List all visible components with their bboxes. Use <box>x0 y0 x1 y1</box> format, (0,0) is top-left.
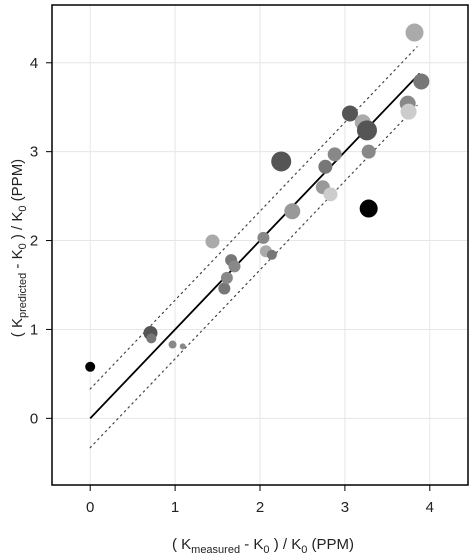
x-axis-label-close: ) / K <box>270 536 302 553</box>
data-point <box>284 203 301 220</box>
data-point <box>341 105 358 122</box>
y-tick-label: 4 <box>30 55 38 72</box>
band-line <box>89 104 418 449</box>
y-axis-label-sub0: 0 <box>17 243 29 249</box>
x-axis-label-unit: (PPM) <box>307 536 354 553</box>
data-point <box>179 343 186 350</box>
data-point <box>228 260 241 273</box>
data-point <box>400 103 417 120</box>
x-tick-label: 4 <box>426 499 434 516</box>
y-axis-label-mid: - K <box>9 249 26 272</box>
data-point <box>271 151 292 172</box>
data-point <box>85 361 96 372</box>
y-axis-label-close: ) / K <box>9 212 26 244</box>
data-point <box>168 340 177 349</box>
y-axis-ticks: 0 1 2 3 4 <box>30 55 52 427</box>
x-tick-label: 1 <box>171 499 179 516</box>
y-tick-label: 1 <box>30 321 38 338</box>
y-tick-label: 2 <box>30 233 38 250</box>
data-point <box>327 147 342 162</box>
y-tick-label: 0 <box>30 410 38 427</box>
x-axis-label-sub1: 0 <box>301 544 307 556</box>
y-axis-label: ( Kpredicted - K0 ) / K0 (PPM) <box>9 159 29 337</box>
data-point <box>323 187 338 202</box>
x-axis-label-sub0: 0 <box>263 544 269 556</box>
data-point <box>257 231 270 244</box>
data-point <box>359 199 378 218</box>
data-point <box>205 234 220 249</box>
x-axis-label: ( Kmeasured - K0 ) / K0 (PPM) <box>172 536 354 556</box>
x-axis-label-open: ( K <box>172 536 191 553</box>
x-axis-ticks: 0 1 2 3 4 <box>86 485 434 516</box>
data-points <box>85 23 430 372</box>
x-tick-label: 2 <box>256 499 264 516</box>
data-point <box>220 271 233 284</box>
y-axis-label-open: ( K <box>9 318 26 337</box>
y-axis-label-sub1: 0 <box>17 205 29 211</box>
data-point <box>356 120 377 141</box>
y-axis-label-sub: predicted <box>17 273 29 318</box>
data-point <box>266 249 277 260</box>
grid-lines <box>52 5 468 485</box>
x-axis-label-mid: - K <box>240 536 263 553</box>
data-point <box>218 282 231 295</box>
x-axis-label-sub: measured <box>191 544 240 556</box>
data-point <box>405 23 424 42</box>
x-tick-label: 0 <box>86 499 94 516</box>
y-tick-label: 3 <box>30 144 38 161</box>
data-point <box>146 333 157 344</box>
band-line <box>89 46 418 390</box>
y-axis-label-unit: (PPM) <box>9 159 26 206</box>
data-point <box>318 159 333 174</box>
x-tick-label: 3 <box>341 499 349 516</box>
data-point <box>361 144 376 159</box>
data-point <box>413 73 430 90</box>
